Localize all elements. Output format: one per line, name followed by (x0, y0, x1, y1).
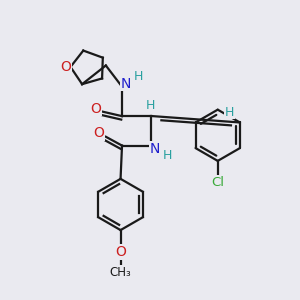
Text: H: H (134, 70, 143, 83)
Text: H: H (146, 99, 155, 112)
Text: CH₃: CH₃ (110, 266, 131, 279)
Text: H: H (163, 149, 172, 162)
Text: O: O (115, 245, 126, 259)
Text: N: N (120, 77, 131, 91)
Text: O: O (90, 102, 101, 116)
Text: Cl: Cl (211, 176, 224, 189)
Text: O: O (93, 126, 104, 140)
Text: N: N (150, 142, 160, 155)
Text: H: H (225, 106, 234, 119)
Text: O: O (61, 60, 71, 74)
